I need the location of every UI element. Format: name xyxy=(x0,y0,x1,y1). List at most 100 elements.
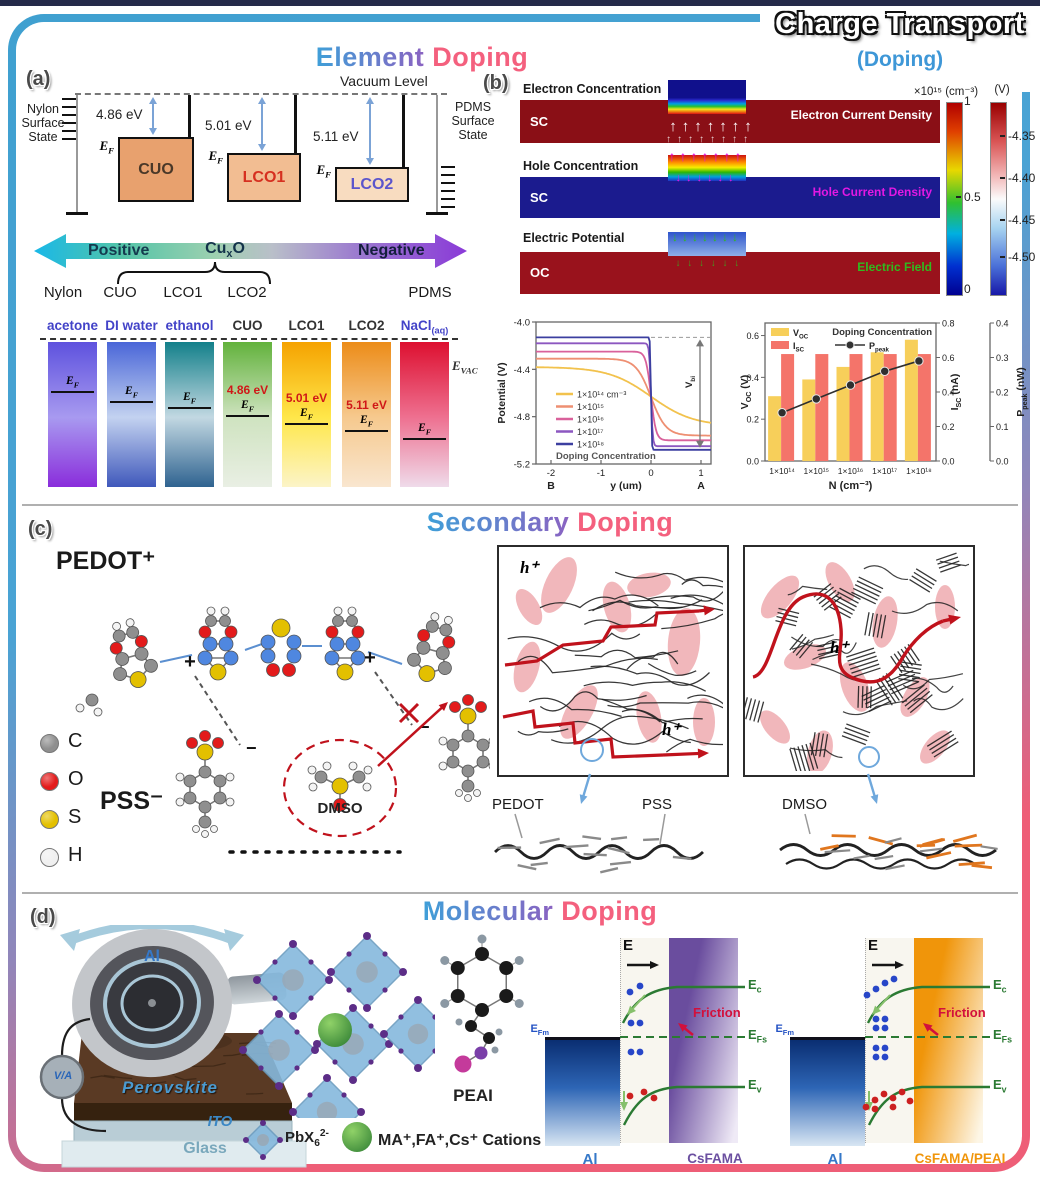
band-friction-label: Friction xyxy=(693,1005,741,1020)
section-title-secondary: Secondary Doping xyxy=(400,507,700,538)
band-ec-label: Ec xyxy=(748,977,762,995)
polymer-schematic xyxy=(494,773,998,874)
svg-text:0: 0 xyxy=(648,468,653,479)
band-gap-region xyxy=(620,938,669,1143)
doping-output-chart: 0.0 0.2 0.4 0.6 0.0 0.2 0.4 0.6 0.8 0.0 0.1 0.2 0.3 0… xyxy=(738,316,1040,498)
svg-text:-4.0: -4.0 xyxy=(514,318,530,329)
bar-ef-line xyxy=(285,423,328,426)
svg-text:-5.2: -5.2 xyxy=(514,460,530,471)
band-sc-block xyxy=(913,938,983,1143)
strip-region-label: SC xyxy=(530,113,549,129)
material-axis-label: PDMS xyxy=(408,284,452,301)
solvent-bar xyxy=(282,342,331,487)
polarity-center: CuxO xyxy=(205,240,245,261)
dmso-label: DMSO xyxy=(317,800,363,817)
bar-label: acetone xyxy=(46,318,99,333)
svg-text:1×10¹⁴: 1×10¹⁴ xyxy=(769,466,795,476)
svg-text:y (um): y (um) xyxy=(610,480,642,492)
section-title-secondary-p1: Secondary xyxy=(426,507,570,537)
device-ito-label: ITO xyxy=(207,1113,233,1130)
peai-molecule xyxy=(440,934,524,1073)
pdms-ground xyxy=(426,212,448,215)
efield-arrows: ↓↓↓↓↓↓↓ xyxy=(672,230,742,244)
section-title-molecular-p2: Doping xyxy=(553,896,658,926)
svg-text:0.4: 0.4 xyxy=(996,319,1009,329)
panel-d-label: (d) xyxy=(30,906,56,928)
pss-label: PSS⁻ xyxy=(100,787,164,815)
cation-legend-label: MA⁺,FA⁺,Cs⁺ Cations xyxy=(378,1132,542,1149)
device-al-label: Al xyxy=(144,948,160,965)
bar-ef-label: EF xyxy=(300,407,313,422)
pbx-legend-label: PbX62- xyxy=(285,1128,329,1149)
band-friction-label: Friction xyxy=(938,1005,986,1020)
pdms-state-label: PDMS Surface State xyxy=(451,100,495,142)
level-ev-label: 4.86 eV xyxy=(96,107,143,122)
strip-annotation: Electron Current Density xyxy=(790,108,932,122)
band-ev-label: Ev xyxy=(748,1077,762,1095)
strip-annotation: Hole Current Density xyxy=(812,185,932,199)
solvent-bar xyxy=(400,342,449,487)
svg-text:-4.8: -4.8 xyxy=(514,412,530,423)
svg-text:1×10¹⁵: 1×10¹⁵ xyxy=(804,466,830,476)
svg-text:0.2: 0.2 xyxy=(746,415,759,425)
svg-text:0.4: 0.4 xyxy=(942,388,955,398)
material-axis-label: LCO2 xyxy=(227,284,267,301)
section-title-element-p1: Element xyxy=(315,42,425,72)
svg-text:1×10¹⁷: 1×10¹⁷ xyxy=(872,466,897,476)
section-title-secondary-p2: Doping xyxy=(569,507,674,537)
teng-device-schematic xyxy=(39,925,307,1168)
nylon-ground xyxy=(66,212,88,215)
separator-2 xyxy=(22,892,1018,894)
electrode-box xyxy=(668,155,746,181)
colorbar2-tickmark xyxy=(1000,219,1005,221)
band-sc-label: CsFAMA/PEAI xyxy=(914,1151,1006,1166)
simulation-strip xyxy=(520,177,940,218)
svg-text:1×10¹⁴ cm⁻³: 1×10¹⁴ cm⁻³ xyxy=(577,390,626,400)
pdms-surface-hatch xyxy=(441,166,455,208)
colorbar2-tickmark xyxy=(1000,135,1005,137)
cuxo-brace xyxy=(117,261,271,285)
badge-title: Charge Transport xyxy=(775,8,1025,40)
electron-current-arrows: ↑↑↑↑↑↑↑↑ xyxy=(666,134,754,145)
bar-label: NaCl(aq) xyxy=(400,318,449,336)
colorbar1-tick: 0 xyxy=(964,282,971,296)
bar-label: LCO1 xyxy=(288,318,325,333)
colorbar1-tick: 1 xyxy=(964,94,971,108)
colorbar2-tick: -4.35 xyxy=(1008,129,1036,143)
svg-text:−: − xyxy=(419,717,430,737)
band-metal-label: Al xyxy=(582,1151,598,1168)
bar-ef-label: EF xyxy=(241,398,254,413)
polymer-label: DMSO xyxy=(782,796,827,813)
svg-text:Vbi: Vbi xyxy=(684,376,697,388)
level-connector xyxy=(294,95,297,153)
svg-text:Potential (V): Potential (V) xyxy=(496,362,508,423)
vacuum-level-line xyxy=(75,93,447,95)
svg-text:N (cm⁻³): N (cm⁻³) xyxy=(829,480,873,492)
pedot-label: PEDOT⁺ xyxy=(56,547,156,575)
hole-label-2: h⁺ xyxy=(662,720,681,739)
atom-legend-label: O xyxy=(68,768,84,790)
hole-label-3: h⁺ xyxy=(830,638,849,657)
bar-ev-label: 5.01 eV xyxy=(285,391,328,406)
svg-text:-1: -1 xyxy=(597,468,605,479)
strip-annotation: Electric Field xyxy=(857,260,932,274)
band-efield-label: E xyxy=(868,937,879,954)
svg-text:1×10¹⁷: 1×10¹⁷ xyxy=(577,427,604,437)
svg-text:ISC (nA): ISC (nA) xyxy=(949,374,963,411)
svg-text:0.6: 0.6 xyxy=(942,353,955,363)
device-glass-label: Glass xyxy=(183,1140,227,1157)
section-title-molecular: Molecular Doping xyxy=(390,896,690,927)
atom-legend-label: S xyxy=(68,806,82,828)
level-connector xyxy=(188,95,191,137)
panel-c-label: (c) xyxy=(28,518,53,540)
band-sc-block xyxy=(668,938,738,1143)
nylon-state-label: Nylon Surface State xyxy=(21,102,65,144)
strip-title: Hole Concentration xyxy=(523,159,639,173)
hole-current-arrows: ↓↓↓↓↓↓ xyxy=(675,172,739,184)
svg-text:0.6: 0.6 xyxy=(746,331,759,341)
colorbar2-tickmark xyxy=(1000,256,1005,258)
bar-ef-label: EF xyxy=(418,421,431,436)
bar-ef-line xyxy=(110,401,153,404)
level-ev-label: 5.01 eV xyxy=(205,118,252,133)
